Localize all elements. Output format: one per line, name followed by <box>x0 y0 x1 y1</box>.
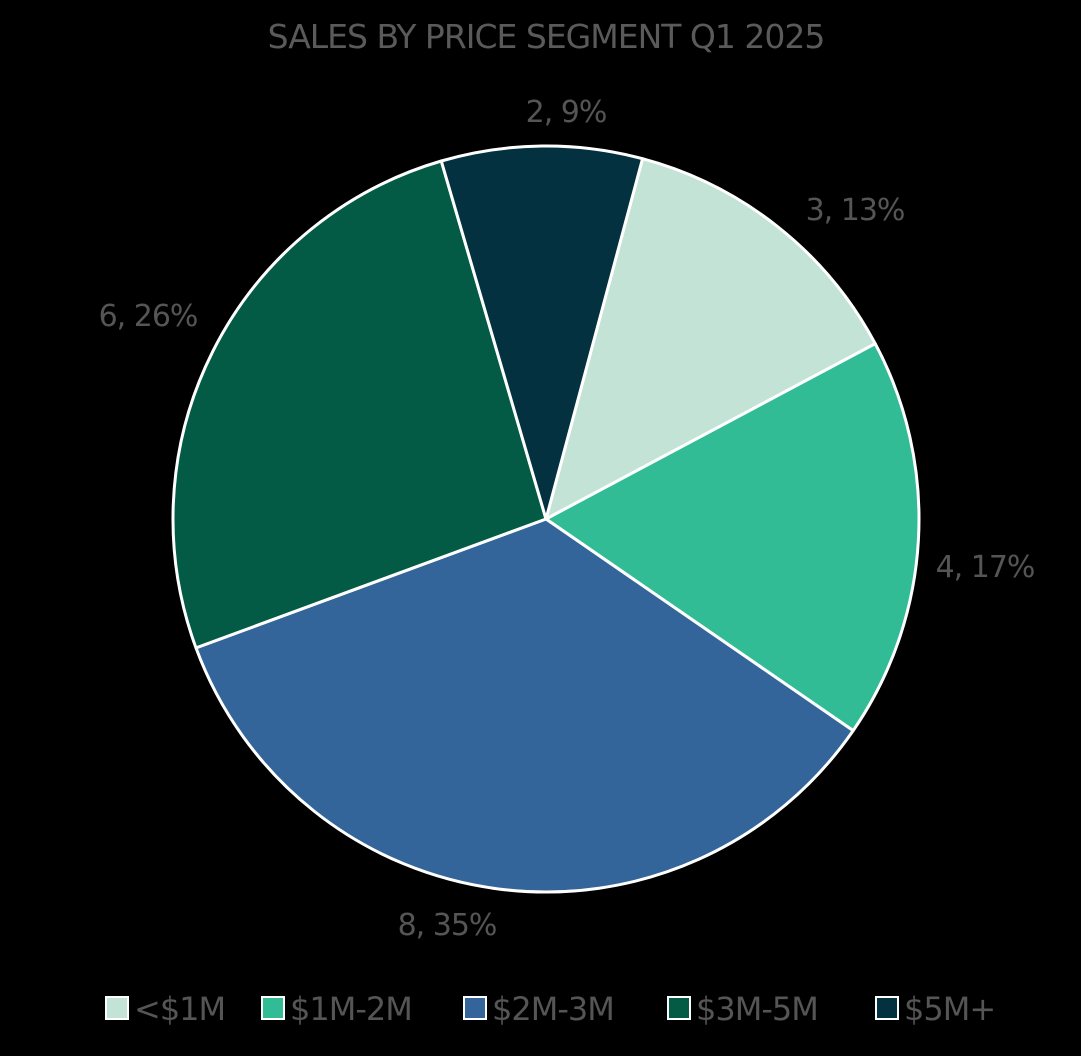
legend-swatch-2 <box>463 996 487 1020</box>
legend-item-4: $5M+ <box>875 990 996 1028</box>
legend-swatch-4 <box>875 996 899 1020</box>
chart-title: SALES BY PRICE SEGMENT Q1 2025 <box>268 17 825 56</box>
legend-swatch-0 <box>105 996 129 1020</box>
legend-label-1: $1M-2M <box>290 990 412 1028</box>
data-labels: 3, 13% 4, 17% 8, 35% 6, 26% 2, 9% <box>99 95 1036 943</box>
data-label-4: 2, 9% <box>526 95 607 130</box>
legend: <$1M $1M-2M $2M-3M $3M-5M $5M+ <box>105 990 996 1028</box>
legend-item-1: $1M-2M <box>261 990 413 1028</box>
legend-item-2: $2M-3M <box>463 990 615 1028</box>
pie-slice-0-1m <box>544 157 877 521</box>
legend-swatch-1 <box>261 996 285 1020</box>
data-label-2: 8, 35% <box>398 908 497 943</box>
legend-item-0: <$1M <box>105 990 226 1028</box>
pie-slices <box>171 144 921 894</box>
pie-slice-1-1m-2m <box>544 342 921 733</box>
pie-slice-4-5m <box>439 144 645 521</box>
legend-label-2: $2M-3M <box>492 990 614 1028</box>
pie-slice-3-3m-5m <box>171 159 548 650</box>
legend-label-0: <$1M <box>134 990 225 1028</box>
pie-slice-2-2m-3m <box>194 517 855 894</box>
data-label-1: 4, 17% <box>936 550 1035 585</box>
legend-swatch-3 <box>667 996 691 1020</box>
data-label-0: 3, 13% <box>806 193 905 228</box>
legend-item-3: $3M-5M <box>667 990 819 1028</box>
legend-label-4: $5M+ <box>904 990 995 1028</box>
data-label-3: 6, 26% <box>99 299 198 334</box>
legend-label-3: $3M-5M <box>696 990 818 1028</box>
